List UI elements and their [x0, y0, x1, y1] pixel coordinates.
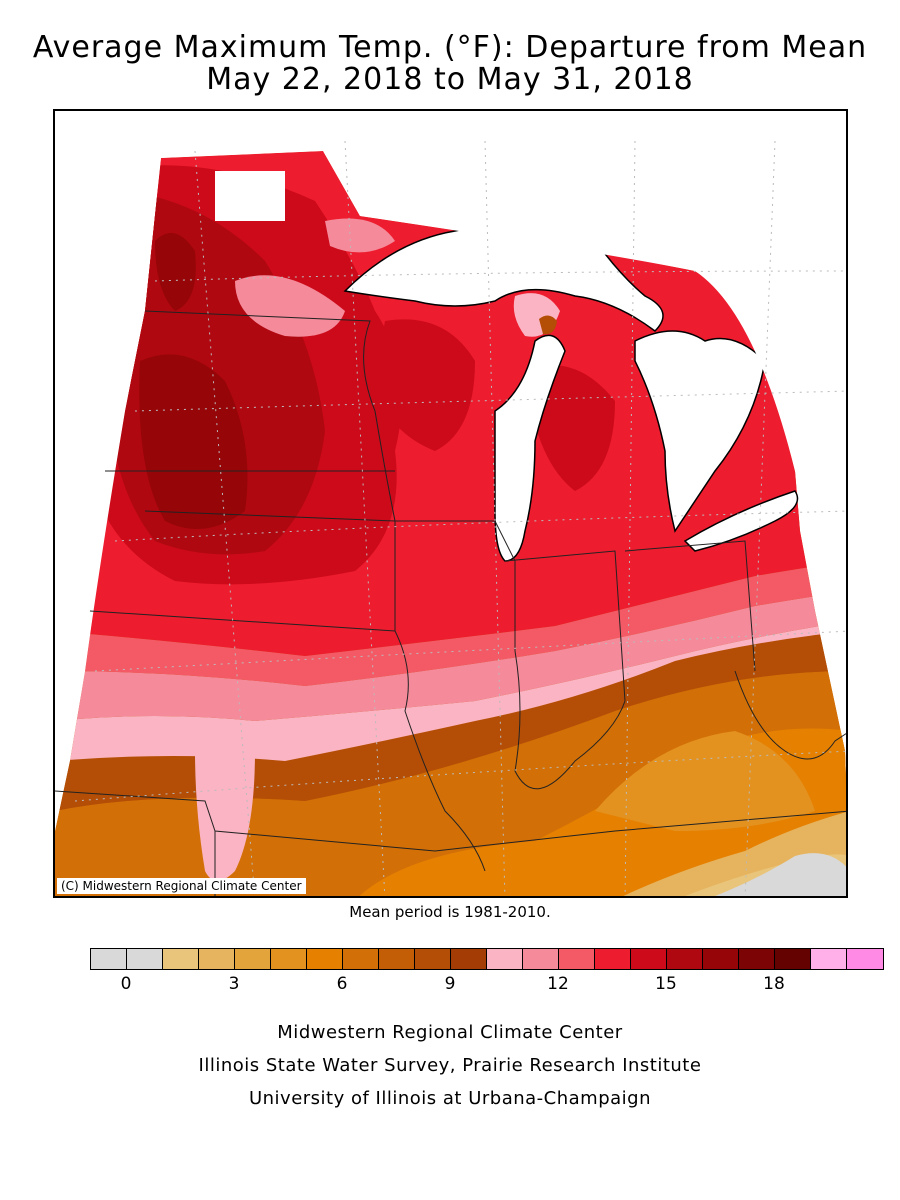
legend-bin [415, 949, 451, 969]
legend-bin [271, 949, 307, 969]
lake-huron [634, 330, 766, 533]
mean-period-note: Mean period is 1981-2010. [349, 903, 551, 921]
legend-bin [703, 949, 739, 969]
legend-bin [811, 949, 847, 969]
legend-bin [343, 949, 379, 969]
legend-bin [307, 949, 343, 969]
lat-lon-grid [74, 140, 846, 896]
state-borders [55, 310, 846, 896]
legend-bin [199, 949, 235, 969]
departure-map [55, 111, 846, 896]
lake-erie [683, 490, 799, 552]
legend-ticks: 0 3 6 9 12 15 18 [90, 970, 884, 994]
legend-bin [559, 949, 595, 969]
legend-bin [235, 949, 271, 969]
outside-region [55, 111, 846, 831]
footer-line-1: Midwestern Regional Climate Center [277, 1022, 623, 1043]
legend-bin [91, 949, 127, 969]
legend-bin [451, 949, 487, 969]
legend-tick-label: 15 [655, 974, 677, 994]
legend-bin [739, 949, 775, 969]
map-credit: (C) Midwestern Regional Climate Center [57, 878, 306, 894]
footer-line-2: Illinois State Water Survey, Prairie Res… [198, 1055, 702, 1076]
legend-tick-label: 18 [763, 974, 785, 994]
legend-bin [847, 949, 883, 969]
map-frame: (C) Midwestern Regional Climate Center [53, 109, 848, 898]
legend-bin [667, 949, 703, 969]
legend-bin [379, 949, 415, 969]
legend-tick-label: 12 [547, 974, 569, 994]
legend-bin [775, 949, 811, 969]
legend-bin [127, 949, 163, 969]
legend-tick-label: 0 [120, 974, 132, 994]
legend-bin [487, 949, 523, 969]
footer-line-3: University of Illinois at Urbana-Champai… [248, 1088, 652, 1109]
legend-bin [595, 949, 631, 969]
color-legend: 0 3 6 9 12 15 18 [90, 948, 884, 994]
map-title: Average Maximum Temp. (°F): Departure fr… [32, 30, 868, 65]
lake-michigan [494, 334, 566, 562]
legend-tick-label: 3 [228, 974, 240, 994]
legend-bin [631, 949, 667, 969]
legend-bin [163, 949, 199, 969]
legend-tick-label: 6 [336, 974, 348, 994]
legend-bin [523, 949, 559, 969]
legend-tick-label: 9 [444, 974, 456, 994]
map-date-range: May 22, 2018 to May 31, 2018 [206, 62, 694, 97]
legend-bins [90, 948, 884, 970]
